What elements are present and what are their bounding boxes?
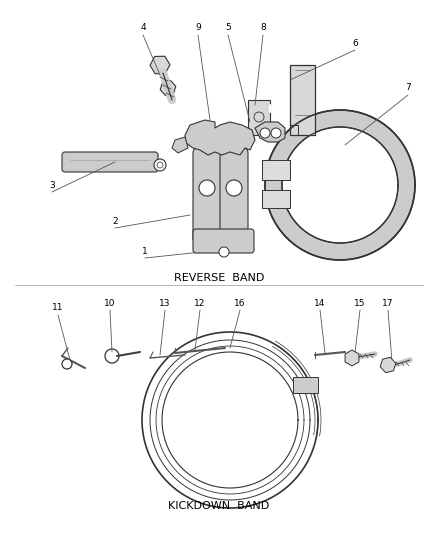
Circle shape	[228, 133, 242, 147]
Circle shape	[260, 128, 270, 138]
FancyBboxPatch shape	[193, 229, 254, 253]
Text: 13: 13	[159, 298, 171, 308]
FancyBboxPatch shape	[262, 190, 290, 208]
Text: 12: 12	[194, 298, 206, 308]
Text: 6: 6	[352, 38, 358, 47]
Text: KICKDOWN  BAND: KICKDOWN BAND	[168, 501, 270, 511]
Text: REVERSE  BAND: REVERSE BAND	[174, 273, 264, 283]
FancyBboxPatch shape	[290, 65, 315, 135]
Polygon shape	[172, 137, 188, 153]
Text: 3: 3	[49, 181, 55, 190]
Circle shape	[157, 162, 163, 168]
FancyBboxPatch shape	[248, 100, 270, 135]
Text: 2: 2	[112, 216, 118, 225]
Circle shape	[226, 180, 242, 196]
Text: 14: 14	[314, 298, 326, 308]
Text: 17: 17	[382, 298, 394, 308]
Circle shape	[205, 133, 219, 147]
Circle shape	[62, 359, 72, 369]
Text: 9: 9	[195, 23, 201, 33]
FancyBboxPatch shape	[193, 148, 221, 243]
Polygon shape	[185, 120, 255, 155]
Polygon shape	[255, 122, 285, 142]
Text: 4: 4	[140, 23, 146, 33]
FancyBboxPatch shape	[220, 148, 248, 243]
Circle shape	[199, 180, 215, 196]
Text: 1: 1	[142, 246, 148, 255]
Text: 8: 8	[260, 23, 266, 33]
Text: 16: 16	[234, 298, 246, 308]
Text: 7: 7	[405, 84, 411, 93]
Circle shape	[154, 159, 166, 171]
FancyBboxPatch shape	[262, 160, 290, 180]
Text: 15: 15	[354, 298, 366, 308]
FancyBboxPatch shape	[293, 377, 318, 393]
Text: 10: 10	[104, 298, 116, 308]
Circle shape	[219, 247, 229, 257]
Circle shape	[254, 112, 264, 122]
Text: 11: 11	[52, 303, 64, 312]
Circle shape	[271, 128, 281, 138]
FancyBboxPatch shape	[62, 152, 158, 172]
Text: 5: 5	[225, 23, 231, 33]
Circle shape	[105, 349, 119, 363]
